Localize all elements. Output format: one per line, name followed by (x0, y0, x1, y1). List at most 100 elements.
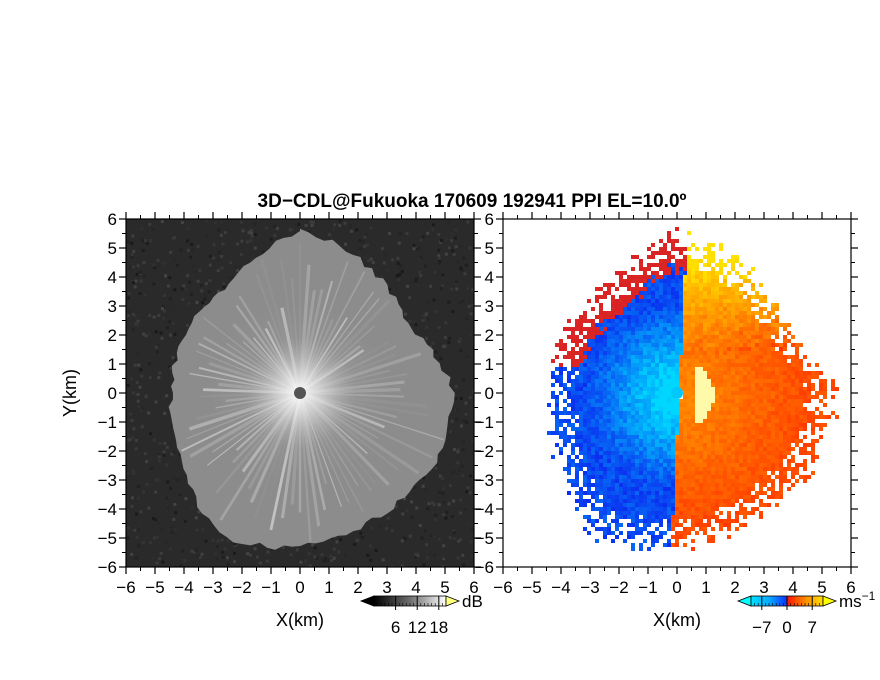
velocity-pixel (655, 299, 659, 303)
velocity-pixel (659, 319, 663, 323)
velocity-pixel (695, 347, 699, 351)
velocity-pixel (727, 327, 731, 331)
velocity-pixel (719, 483, 723, 487)
velocity-pixel (711, 339, 715, 343)
velocity-pixel (655, 451, 659, 455)
velocity-pixel (655, 395, 659, 399)
velocity-pixel (651, 307, 655, 311)
velocity-pixel (667, 471, 671, 475)
velocity-pixel (659, 379, 663, 383)
noise-speck (468, 396, 472, 400)
velocity-pixel (607, 467, 611, 471)
noise-speck (422, 336, 426, 340)
velocity-pixel (671, 327, 675, 331)
velocity-pixel (711, 515, 715, 519)
velocity-pixel (623, 319, 627, 323)
velocity-pixel (671, 435, 675, 439)
velocity-pixel (595, 295, 599, 299)
velocity-pixel (719, 467, 723, 471)
velocity-pixel (723, 299, 727, 303)
velocity-pixel (607, 407, 611, 411)
velocity-pixel (599, 323, 603, 327)
noise-speck (226, 276, 230, 280)
velocity-pixel (643, 395, 647, 399)
velocity-pixel (603, 395, 607, 399)
velocity-pixel (707, 355, 711, 359)
velocity-pixel (631, 415, 635, 419)
velocity-pixel (759, 351, 763, 355)
velocity-pixel (767, 395, 771, 399)
noise-speck (145, 460, 149, 464)
velocity-pixel (787, 411, 791, 415)
noise-speck (424, 274, 428, 278)
velocity-pixel (643, 275, 647, 279)
velocity-pixel (671, 407, 675, 411)
velocity-pixel (659, 315, 663, 319)
velocity-pixel (727, 499, 731, 503)
velocity-pixel (615, 455, 619, 459)
velocity-pixel (747, 323, 751, 327)
noise-speck (456, 556, 460, 560)
velocity-pixel (811, 411, 815, 415)
velocity-pixel (747, 331, 751, 335)
velocity-pixel (727, 407, 731, 411)
velocity-pixel (591, 455, 595, 459)
velocity-pixel (815, 395, 819, 399)
velocity-pixel (635, 495, 639, 499)
velocity-pixel (791, 355, 795, 359)
noise-speck (226, 562, 230, 566)
velocity-pixel (735, 475, 739, 479)
velocity-pixel (615, 511, 619, 515)
velocity-pixel (711, 451, 715, 455)
velocity-pixel (703, 455, 707, 459)
velocity-pixel (567, 435, 571, 439)
velocity-pixel (759, 323, 763, 327)
noise-speck (130, 419, 134, 423)
velocity-pixel (599, 527, 603, 531)
velocity-pixel (571, 331, 575, 335)
velocity-pixel (783, 451, 787, 455)
velocity-pixel (731, 347, 735, 351)
velocity-pixel (615, 391, 619, 395)
velocity-pixel (759, 451, 763, 455)
velocity-pixel (587, 459, 591, 463)
velocity-pixel (619, 299, 623, 303)
velocity-pixel (591, 347, 595, 351)
velocity-pixel (767, 479, 771, 483)
velocity-pixel (687, 335, 691, 339)
noise-speck (425, 300, 429, 304)
velocity-pixel (803, 399, 807, 403)
velocity-pixel (771, 483, 775, 487)
velocity-pixel (667, 331, 671, 335)
velocity-pixel (659, 499, 663, 503)
velocity-pixel (711, 435, 715, 439)
velocity-pixel (831, 379, 835, 383)
noise-speck (185, 531, 189, 535)
noise-speck (426, 243, 430, 247)
velocity-pixel (711, 423, 715, 427)
velocity-pixel (747, 311, 751, 315)
velocity-pixel (683, 347, 687, 351)
velocity-pixel (831, 395, 835, 399)
velocity-pixel (647, 439, 651, 443)
velocity-pixel (699, 503, 703, 507)
noise-speck (223, 242, 227, 246)
velocity-pixel (743, 299, 747, 303)
velocity-pixel (775, 451, 779, 455)
velocity-pixel (707, 307, 711, 311)
noise-speck (191, 300, 195, 304)
velocity-pixel (695, 503, 699, 507)
velocity-pixel (755, 411, 759, 415)
velocity-pixel (679, 487, 683, 491)
velocity-pixel (779, 467, 783, 471)
velocity-pixel (655, 291, 659, 295)
velocity-pixel (783, 443, 787, 447)
noise-speck (437, 248, 441, 252)
noise-speck (289, 553, 293, 557)
velocity-pixel (631, 383, 635, 387)
velocity-pixel (759, 379, 763, 383)
velocity-pixel (655, 391, 659, 395)
noise-speck (190, 242, 194, 246)
velocity-pixel (739, 319, 743, 323)
velocity-pixel (651, 511, 655, 515)
